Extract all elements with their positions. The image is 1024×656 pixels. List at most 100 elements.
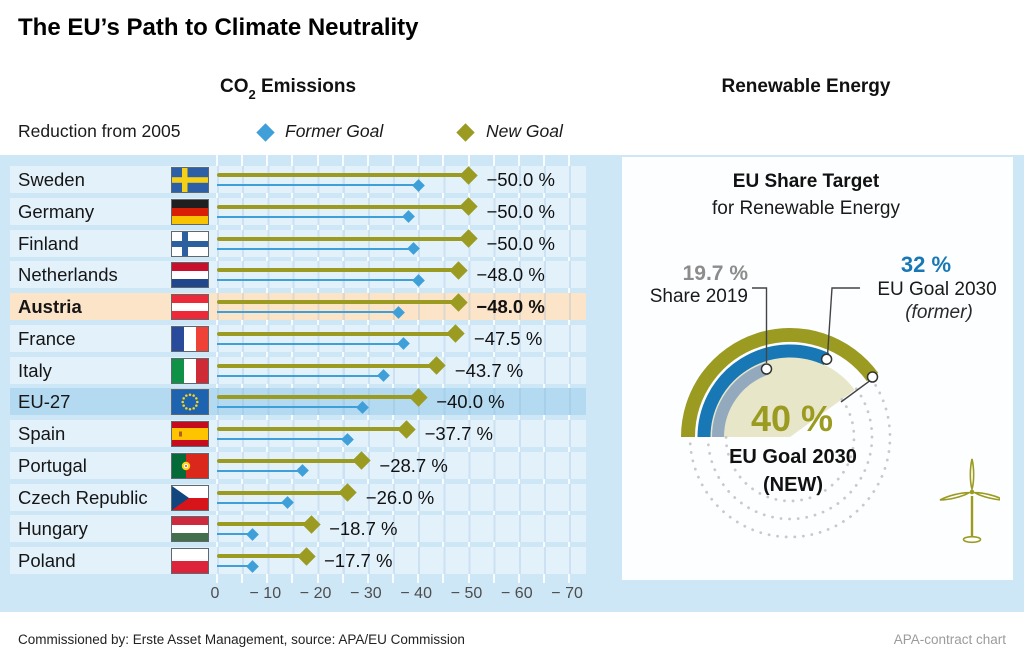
former-goal-line xyxy=(217,533,253,536)
footer-brand: APA-contract chart xyxy=(893,632,1006,647)
flag-icon-at xyxy=(171,294,209,321)
value-label: −17.7 % xyxy=(324,550,393,572)
country-row: Netherlands −48.0 % xyxy=(10,261,586,289)
axis-tick-label: − 40 xyxy=(400,585,432,602)
value-label: −37.7 % xyxy=(424,423,493,445)
panel-subtitle: for Renewable Energy xyxy=(712,198,900,219)
former-goal-line xyxy=(217,184,419,186)
gauge-arcs xyxy=(681,287,892,539)
row-grid-overlay xyxy=(217,356,586,384)
flag-icon-fr xyxy=(171,325,209,352)
leader-line-share xyxy=(752,287,768,363)
row-grid-overlay xyxy=(217,197,586,225)
country-label: Germany xyxy=(18,200,95,222)
value-label: −40.0 % xyxy=(436,391,505,413)
legend-former-label: Former Goal xyxy=(285,121,384,141)
flag-icon-de xyxy=(171,198,209,225)
value-label: −50.0 % xyxy=(486,169,555,190)
value-label: −18.7 % xyxy=(329,518,398,540)
value-label: −26.0 % xyxy=(365,486,435,508)
emissions-header-text: Emissions xyxy=(255,76,357,97)
renewable-energy-header: Renewable Energy xyxy=(721,76,891,97)
gauge-chart: 19.7 % Share 2019 32 % EU Goal 2030 (for… xyxy=(650,252,1000,544)
country-row: EU-27 −40.0 % xyxy=(10,388,586,416)
former-goal-note: (former) xyxy=(905,302,973,323)
former-goal-line xyxy=(217,501,288,504)
flag-icon-pl xyxy=(171,548,209,575)
axis-tick-label: − 10 xyxy=(249,585,282,602)
flag-icon-eu xyxy=(171,389,209,416)
marker-share-2019 xyxy=(760,363,773,375)
country-label: France xyxy=(18,327,76,349)
former-goal-line xyxy=(217,406,363,409)
flag-icon-es xyxy=(171,421,209,448)
new-goal-line xyxy=(217,236,469,241)
row-grid-overlay xyxy=(217,166,586,193)
marker-former-goal xyxy=(820,353,833,365)
value-label: −28.7 % xyxy=(379,454,448,476)
country-label: Czech Republic xyxy=(18,486,148,508)
value-label: −47.5 % xyxy=(473,327,543,349)
flag-icon-hu xyxy=(171,516,209,543)
footer-attribution: Commissioned by: Erste Asset Management,… xyxy=(18,632,465,647)
value-label: −50.0 % xyxy=(486,200,555,222)
axis-tick-label: − 30 xyxy=(350,585,382,602)
panel-title: EU Share Target xyxy=(732,171,880,192)
flag-icon-nl xyxy=(171,262,209,289)
country-row: Austria −48.0 % xyxy=(10,292,586,321)
value-label: −50.0 % xyxy=(486,232,555,254)
row-grid-overlay xyxy=(217,451,586,479)
value-label: −48.0 % xyxy=(476,264,545,286)
country-row: Spain −37.7 % xyxy=(10,419,586,448)
country-label: Sweden xyxy=(18,169,85,190)
country-row: Poland −17.7 % xyxy=(10,547,586,575)
gauge-arc-former-goal xyxy=(697,344,830,438)
gauge-dotted-remainder xyxy=(688,376,892,539)
former-goal-line xyxy=(217,279,419,282)
gauge-dotted-remainder xyxy=(706,387,874,521)
former-goal-line xyxy=(217,438,348,441)
new-goal-line xyxy=(217,173,469,177)
country-row: Czech Republic −26.0 % xyxy=(10,483,586,511)
flag-icon-pt xyxy=(171,452,209,479)
value-label: −48.0 % xyxy=(476,296,545,318)
row-grid-overlay xyxy=(217,515,586,543)
share-2019-label: Share 2019 xyxy=(650,286,748,307)
row-grid-overlay xyxy=(217,261,586,289)
country-row: Hungary −18.7 % xyxy=(10,515,586,543)
axis-tick-label: − 60 xyxy=(501,585,533,602)
new-goal-line xyxy=(217,522,312,527)
former-goal-line xyxy=(217,247,414,250)
country-label: Netherlands xyxy=(18,264,118,286)
new-goal-line xyxy=(217,268,459,273)
flag-icon-fi xyxy=(171,230,209,257)
co2-emissions-header: CO2 Emissions xyxy=(220,76,357,102)
new-goal-line xyxy=(217,427,407,432)
new-goal-line xyxy=(217,490,348,495)
country-label: Hungary xyxy=(18,518,88,540)
country-label: Portugal xyxy=(18,454,87,476)
axis-tick-label: − 50 xyxy=(450,585,483,602)
new-goal-label-line2: (NEW) xyxy=(763,474,823,496)
row-grid-overlay xyxy=(217,388,586,416)
country-label: Italy xyxy=(18,359,52,381)
former-goal-line xyxy=(217,469,303,472)
country-label: Austria xyxy=(18,296,82,318)
page-title: The EU’s Path to Climate Neutrality xyxy=(18,14,419,41)
axis-tick-label: − 70 xyxy=(551,585,583,602)
former-goal-line xyxy=(217,374,383,377)
new-goal-line xyxy=(217,395,419,400)
country-label: Finland xyxy=(18,232,79,254)
row-grid-overlay xyxy=(217,547,586,575)
renewables-panel: EU Share Target for Renewable Energy 19.… xyxy=(622,157,1013,580)
former-goal-line xyxy=(217,565,253,568)
country-row: Sweden −50.0 % xyxy=(10,165,586,193)
co2-subscript: 2 xyxy=(248,86,256,102)
new-goal-legend-diamond-icon xyxy=(456,123,475,142)
former-goal-legend-diamond-icon xyxy=(256,123,275,142)
country-row: Italy −43.7 % xyxy=(10,356,586,384)
legend-new-label: New Goal xyxy=(486,121,563,141)
share-2019-value: 19.7 % xyxy=(683,262,749,285)
flag-icon-cz xyxy=(171,484,209,511)
leader-line-new xyxy=(840,380,870,403)
